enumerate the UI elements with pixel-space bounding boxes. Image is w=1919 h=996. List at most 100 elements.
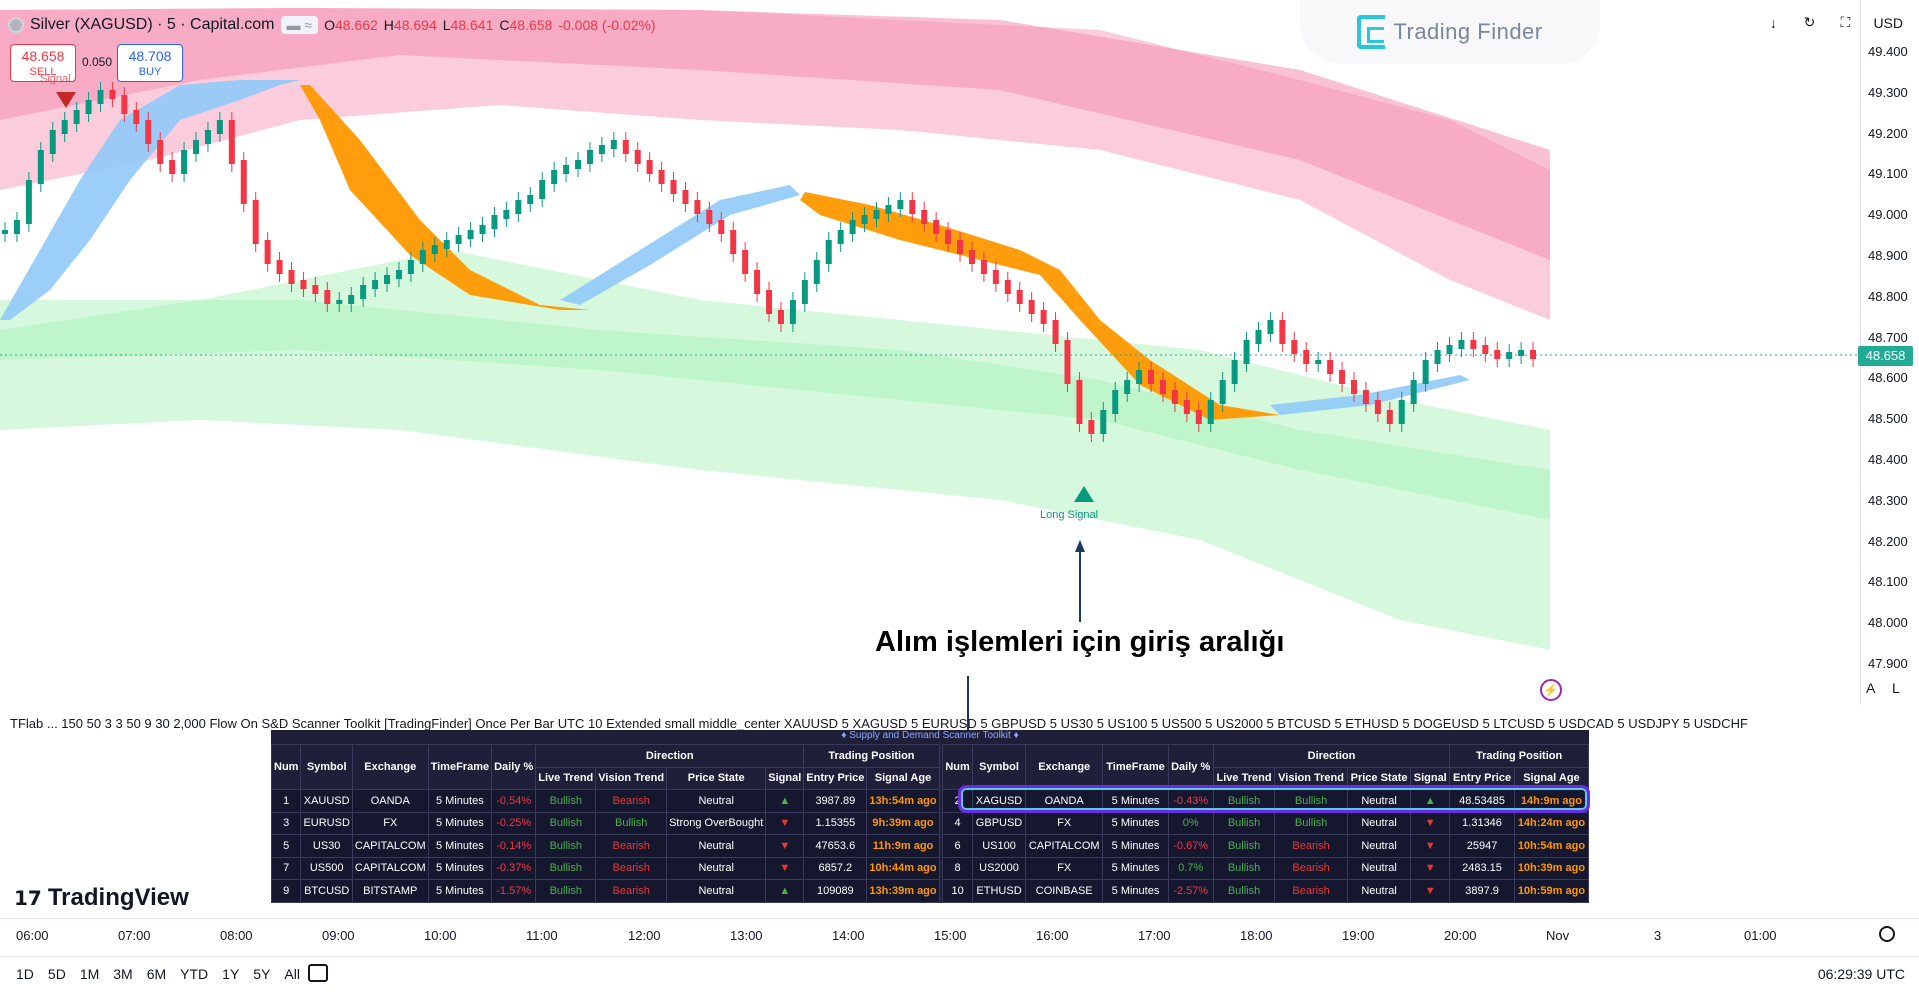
candle-body [133,110,140,124]
legend-pill[interactable]: ▬ ≈ [280,16,319,34]
range-button-all[interactable]: All [284,966,300,982]
symbol-legend[interactable]: Silver (XAGUSD) · 5 · Capital.com ▬ ≈ O4… [8,14,656,36]
refresh-icon[interactable]: ↻ [1803,14,1816,30]
range-button-6m[interactable]: 6M [146,966,167,982]
table-cell: ▼ [1410,811,1451,835]
table-cell: Neutral [1346,834,1412,858]
header-entry-price: Entry Price [1449,766,1515,790]
candle-body [348,295,355,304]
buy-price: 48.708 [128,48,172,64]
sell-button[interactable]: 48.658 SELL [10,44,76,82]
table-cell: CAPITALCOM [351,856,429,880]
header-vision-trend: Vision Trend [1274,766,1348,790]
time-tick: 12:00 [628,928,661,943]
table-cell: 11h:9m ago [866,834,940,858]
candle-body [766,290,773,314]
buy-button[interactable]: 48.708 BUY [117,44,183,82]
candle-body [443,240,450,249]
price-tick: 48.600 [1868,370,1908,386]
candle-body [849,220,856,234]
candle-body [1482,345,1489,354]
candle-body [957,240,964,254]
candle-body [288,270,295,284]
table-cell: Bullish [535,789,597,813]
candle-body [384,275,391,284]
header-symbol: Symbol [300,744,353,790]
range-buttons: 1D 5D 1M 3M 6M YTD 1Y 5Y All [16,966,300,982]
fullscreen-icon[interactable]: ⛶ [1840,14,1851,30]
candle-body [933,220,940,234]
auto-scale-button[interactable]: A [1866,680,1876,696]
table-cell: 48.53485 [1449,789,1515,813]
supply-zone-inner [0,8,1550,260]
table-cell: 5 Minutes [1102,879,1169,903]
price-tick: 48.100 [1868,574,1908,590]
header-exchange: Exchange [1024,744,1104,790]
close-label: C [499,17,510,33]
range-button-1m[interactable]: 1M [79,966,100,982]
clock[interactable]: 06:29:39 UTC [1817,966,1905,982]
candle-body [598,145,605,154]
table-cell: Bullish [595,811,668,835]
annotation-text: Alım işlemleri için giriş aralığı [875,626,1285,658]
candle-body [1219,380,1226,404]
price-tick: 48.000 [1868,615,1908,631]
candle-body [694,200,701,214]
candlestick-series [2,82,1537,442]
table-cell: 0% [1167,811,1214,835]
calendar-icon[interactable] [308,964,328,982]
candle-body [646,160,653,174]
currency-selector[interactable]: USD [1873,14,1903,31]
table-cell: 5 Minutes [427,789,493,813]
header-direction: Direction [535,744,805,768]
tradingview-logo[interactable]: 𝟭𝟳 TradingView [14,884,189,912]
candle-body [145,120,152,144]
candle-body [1100,410,1107,434]
candle-body [634,150,641,164]
high-value: 48.694 [393,17,437,33]
scanner-left-body: 1 XAUUSD OANDA 5 Minutes -0.54% Bullish Bearis… [270,789,940,903]
candle-body [1195,410,1202,424]
indicator-legend[interactable]: TFlab ... 150 50 3 3 50 9 30 2,000 Flow … [10,716,1748,731]
gear-icon[interactable] [1879,926,1895,942]
candle-body [575,160,582,169]
table-cell: CAPITALCOM [351,834,429,858]
range-button-5d[interactable]: 5D [47,966,66,982]
range-button-5y[interactable]: 5Y [253,966,271,982]
table-cell: XAGUSD [972,789,1026,813]
table-row: 6 US100 CAPITALCOM 5 Minutes -0.67% Bullish Be… [941,834,1590,858]
time-axis[interactable] [0,918,1919,950]
table-cell: US500 [300,856,353,880]
demand-zone-inner [0,300,1550,520]
range-button-3m[interactable]: 3M [113,966,133,982]
candle-body [1279,320,1286,344]
log-scale-button[interactable]: L [1892,680,1900,696]
table-cell: Neutral [666,789,767,813]
range-button-ytd[interactable]: YTD [180,966,209,982]
table-cell: 7 [270,856,302,880]
header-entry-price: Entry Price [803,766,868,790]
table-cell: Bearish [1274,834,1348,858]
candle-body [873,210,880,219]
bolt-icon[interactable]: ⚡ [1540,679,1562,701]
arrow-down-icon[interactable]: ↓ [1769,14,1777,31]
range-button-1y[interactable]: 1Y [222,966,240,982]
candle-body [73,110,80,124]
range-button-1d[interactable]: 1D [16,966,34,982]
long-signal-label: Long Signal [1040,509,1099,521]
candle-body [897,200,904,209]
candle-body [1386,410,1393,424]
candle-body [181,150,188,174]
scanner-title: ♦ Supply and Demand Scanner Toolkit ♦ [841,730,1019,741]
table-cell: US100 [972,834,1026,858]
scanner-right-table: Num Symbol Exchange TimeFrame Daily % Di… [941,744,1590,903]
table-cell: Neutral [666,834,767,858]
table-cell: Bullish [1212,856,1276,880]
symbol-title[interactable]: Silver (XAGUSD) · 5 · Capital.com [30,16,275,33]
time-tick: 3 [1654,928,1662,943]
candle-body [1148,370,1155,384]
candle-body [419,250,426,264]
candle-body [921,210,928,224]
